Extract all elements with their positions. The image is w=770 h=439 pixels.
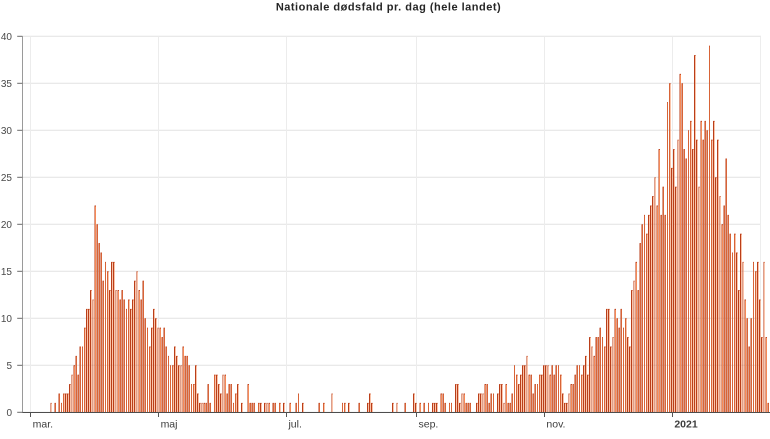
svg-text:10: 10 (1, 314, 13, 325)
svg-text:25: 25 (1, 173, 13, 184)
svg-text:20: 20 (1, 220, 13, 231)
svg-text:sep.: sep. (419, 419, 439, 431)
svg-text:0: 0 (6, 408, 12, 419)
svg-text:15: 15 (1, 267, 13, 278)
svg-text:Nationale dødsfald pr. dag (he: Nationale dødsfald pr. dag (hele landet) (276, 2, 501, 14)
svg-text:35: 35 (1, 79, 13, 90)
svg-text:30: 30 (1, 126, 13, 137)
svg-text:maj: maj (161, 419, 178, 431)
svg-text:40: 40 (1, 32, 13, 43)
svg-text:nov.: nov. (546, 419, 565, 431)
svg-text:5: 5 (6, 361, 12, 372)
svg-text:jul.: jul. (287, 419, 301, 431)
svg-text:2021: 2021 (674, 419, 698, 431)
svg-text:mar.: mar. (33, 419, 53, 431)
